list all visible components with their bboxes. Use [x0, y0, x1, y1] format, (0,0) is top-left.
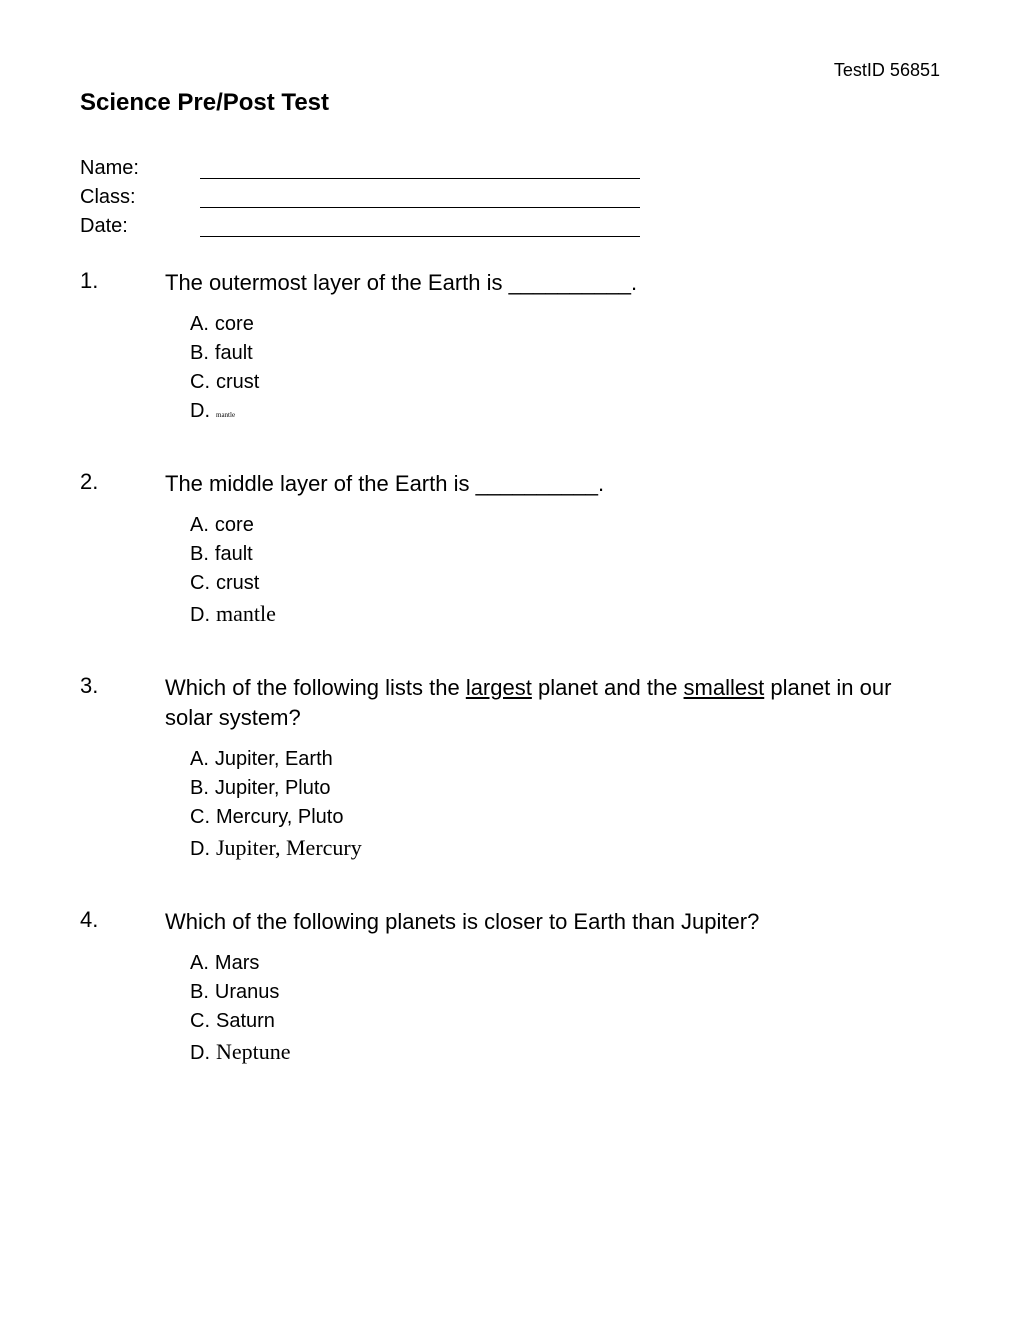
option-c: C. crust: [190, 371, 940, 394]
question-1: 1. The outermost layer of the Earth is _…: [80, 268, 940, 429]
date-row: Date:: [80, 215, 940, 238]
option-a: A. core: [190, 514, 940, 537]
option-a: A. Mars: [190, 952, 940, 975]
question-text-middle: planet and the: [532, 675, 684, 700]
option-text: Jupiter, Earth: [215, 748, 333, 771]
option-letter: C.: [190, 371, 210, 394]
question-text: Which of the following planets is closer…: [165, 907, 940, 938]
option-text: Mercury, Pluto: [216, 806, 343, 829]
option-letter: B.: [190, 981, 209, 1004]
test-id: TestID 56851: [80, 60, 940, 81]
option-text: fault: [215, 342, 253, 365]
date-line: [200, 215, 640, 237]
question-text-before: The outermost layer of the Earth is: [165, 270, 509, 295]
question-number: 3.: [80, 673, 165, 868]
options: A. core B. fault C. crust D. mantle: [165, 313, 940, 423]
question-blank: __________: [509, 270, 631, 295]
option-text: Jupiter, Mercury: [216, 835, 362, 861]
options: A. Jupiter, Earth B. Jupiter, Pluto C. M…: [165, 748, 940, 861]
option-letter: B.: [190, 342, 209, 365]
option-b: B. Uranus: [190, 981, 940, 1004]
question-text: The middle layer of the Earth is _______…: [165, 469, 940, 500]
option-d: D. Jupiter, Mercury: [190, 835, 940, 861]
option-b: B. Jupiter, Pluto: [190, 777, 940, 800]
question-content: Which of the following lists the largest…: [165, 673, 940, 868]
question-text: The outermost layer of the Earth is ____…: [165, 268, 940, 299]
option-letter: C.: [190, 1010, 210, 1033]
question-content: Which of the following planets is closer…: [165, 907, 940, 1071]
question-3: 3. Which of the following lists the larg…: [80, 673, 940, 868]
option-letter: D.: [190, 838, 210, 861]
option-a: A. core: [190, 313, 940, 336]
option-letter: A.: [190, 514, 209, 537]
option-letter: A.: [190, 313, 209, 336]
option-letter: B.: [190, 543, 209, 566]
option-letter: C.: [190, 572, 210, 595]
option-letter: C.: [190, 806, 210, 829]
option-text: fault: [215, 543, 253, 566]
info-section: Name: Class: Date:: [80, 157, 940, 238]
options: A. Mars B. Uranus C. Saturn D. Neptune: [165, 952, 940, 1065]
question-content: The middle layer of the Earth is _______…: [165, 469, 940, 633]
option-text: Mars: [215, 952, 259, 975]
class-label: Class:: [80, 186, 200, 209]
option-c: C. Saturn: [190, 1010, 940, 1033]
option-text: mantle: [216, 601, 276, 627]
option-text: crust: [216, 572, 259, 595]
option-b: B. fault: [190, 342, 940, 365]
test-title: Science Pre/Post Test: [80, 89, 940, 117]
question-number: 2.: [80, 469, 165, 633]
option-text: Neptune: [216, 1039, 291, 1065]
question-underlined-2: smallest: [684, 675, 765, 700]
question-number: 1.: [80, 268, 165, 429]
question-content: The outermost layer of the Earth is ____…: [165, 268, 940, 429]
class-row: Class:: [80, 186, 940, 209]
name-label: Name:: [80, 157, 200, 180]
question-text-before: The middle layer of the Earth is: [165, 471, 476, 496]
name-line: [200, 157, 640, 179]
option-letter: B.: [190, 777, 209, 800]
question-blank: __________: [476, 471, 598, 496]
question-number: 4.: [80, 907, 165, 1071]
question-text-after: .: [598, 471, 604, 496]
question-underlined-1: largest: [466, 675, 532, 700]
option-text: crust: [216, 371, 259, 394]
question-2: 2. The middle layer of the Earth is ____…: [80, 469, 940, 633]
option-letter: D.: [190, 400, 210, 423]
option-b: B. fault: [190, 543, 940, 566]
class-line: [200, 186, 640, 208]
question-4: 4. Which of the following planets is clo…: [80, 907, 940, 1071]
question-text-before: Which of the following lists the: [165, 675, 466, 700]
option-text: Saturn: [216, 1010, 275, 1033]
question-text: Which of the following lists the largest…: [165, 673, 940, 735]
option-text: Jupiter, Pluto: [215, 777, 331, 800]
option-c: C. crust: [190, 572, 940, 595]
option-text: core: [215, 313, 254, 336]
option-d: D. mantle: [190, 601, 940, 627]
option-d: D. Neptune: [190, 1039, 940, 1065]
option-a: A. Jupiter, Earth: [190, 748, 940, 771]
option-d: D. mantle: [190, 400, 940, 423]
option-text: mantle: [216, 411, 235, 419]
option-letter: A.: [190, 952, 209, 975]
name-row: Name:: [80, 157, 940, 180]
option-letter: D.: [190, 1042, 210, 1065]
date-label: Date:: [80, 215, 200, 238]
option-text: Uranus: [215, 981, 279, 1004]
option-letter: A.: [190, 748, 209, 771]
option-c: C. Mercury, Pluto: [190, 806, 940, 829]
option-letter: D.: [190, 604, 210, 627]
options: A. core B. fault C. crust D. mantle: [165, 514, 940, 627]
option-text: core: [215, 514, 254, 537]
question-text-after: .: [631, 270, 637, 295]
